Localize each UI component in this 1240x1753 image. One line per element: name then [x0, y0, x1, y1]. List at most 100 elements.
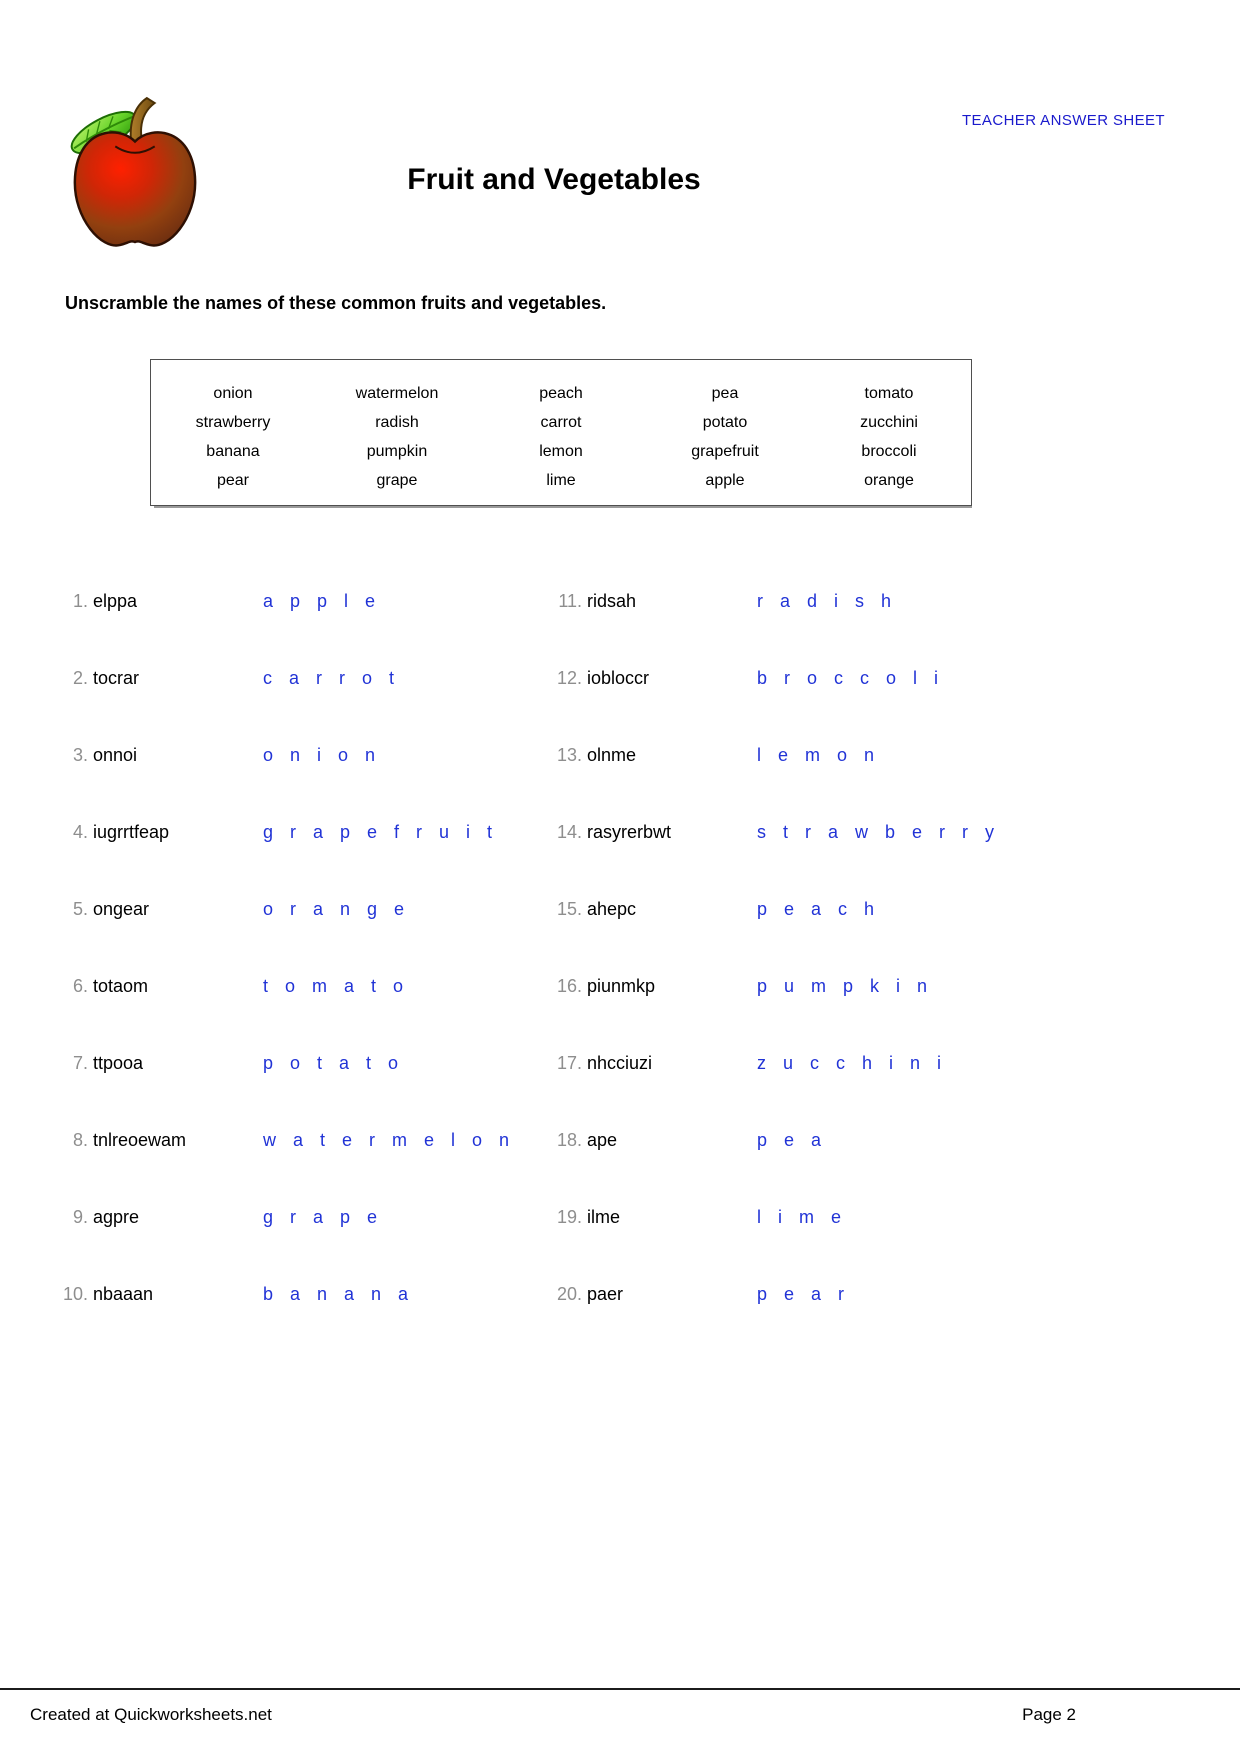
- word-bank-word: peach: [539, 385, 583, 402]
- scrambled-word: nhcciuzi: [587, 1053, 653, 1073]
- word-bank-box: onion strawberry banana pear watermelon radis…: [150, 359, 972, 506]
- answer-word: carrot: [263, 668, 412, 688]
- question-row: 19. ilme lime: [552, 1207, 1212, 1284]
- answer-word: banana: [263, 1284, 426, 1304]
- answer-word: grape: [263, 1207, 395, 1227]
- answer-word: watermelon: [263, 1130, 527, 1150]
- word-bank-word: lime: [546, 472, 576, 489]
- question-number: 2.: [72, 668, 88, 688]
- word-bank-word: apple: [705, 472, 745, 489]
- question-number: 10.: [62, 1284, 88, 1304]
- scrambled-word: olnme: [587, 745, 637, 765]
- teacher-answer-sheet-label: TEACHER ANSWER SHEET: [961, 112, 1165, 129]
- question-number: 1.: [72, 591, 88, 611]
- answer-word: pear: [757, 1284, 862, 1304]
- answer-word: apple: [263, 591, 393, 611]
- word-bank-column: watermelon radish pumpkin grape: [315, 379, 479, 505]
- question-number: 14.: [556, 822, 582, 842]
- word-bank-word: radish: [375, 414, 419, 431]
- answer-word: onion: [263, 745, 393, 765]
- page-title: Fruit and Vegetables: [407, 163, 701, 196]
- word-bank-word: potato: [702, 414, 748, 431]
- word-bank-word: onion: [213, 385, 253, 402]
- scrambled-word: piunmkp: [587, 976, 656, 996]
- answer-word: lime: [757, 1207, 859, 1227]
- answer-word: radish: [757, 591, 909, 611]
- word-bank-word: pear: [216, 472, 250, 489]
- questions-right-column: 11. ridsah radish 12. iobloccr broccoli 13. oln…: [552, 591, 1212, 1361]
- question-row: 12. iobloccr broccoli: [552, 668, 1212, 745]
- question-number: 7.: [72, 1053, 88, 1073]
- question-row: 16. piunmkp pumpkin: [552, 976, 1212, 1053]
- footer-divider: [0, 1688, 1240, 1690]
- question-number: 4.: [72, 822, 88, 842]
- scrambled-word: ridsah: [587, 591, 637, 611]
- word-bank-word: lemon: [539, 443, 583, 460]
- question-row: 4. iugrrtfeap grapefruit: [58, 822, 538, 899]
- question-number: 13.: [556, 745, 582, 765]
- scrambled-word: tnlreoewam: [93, 1130, 187, 1150]
- question-number: 15.: [556, 899, 582, 919]
- question-number: 5.: [72, 899, 88, 919]
- answer-word: peach: [757, 899, 892, 919]
- scrambled-word: nbaaan: [93, 1284, 154, 1304]
- answer-word: strawberry: [757, 822, 1012, 842]
- questions-left-column: 1. elppa apple 2. tocrar carrot 3. onnoi onion 4.…: [58, 591, 538, 1361]
- footer-credit-text: Created at Quickworksheets.net: [30, 1705, 272, 1724]
- question-row: 10. nbaaan banana: [58, 1284, 538, 1361]
- word-bank-word: pumpkin: [366, 443, 428, 460]
- question-row: 3. onnoi onion: [58, 745, 538, 822]
- word-bank-word: broccoli: [861, 443, 917, 460]
- instruction-text: Unscramble the names of these common fru…: [65, 293, 607, 313]
- word-bank-word: watermelon: [355, 385, 439, 402]
- answer-word: tomato: [263, 976, 421, 996]
- word-bank-word: carrot: [540, 414, 582, 431]
- scrambled-word: totaom: [93, 976, 149, 996]
- scrambled-word: agpre: [93, 1207, 140, 1227]
- answer-word: zucchini: [757, 1053, 959, 1073]
- scrambled-word: ape: [587, 1130, 618, 1150]
- footer-page-number: Page 2: [1022, 1705, 1076, 1724]
- question-number: 11.: [558, 591, 582, 611]
- answer-word: broccoli: [757, 668, 956, 688]
- answer-word: grapefruit: [263, 822, 510, 842]
- word-bank-word: grape: [376, 472, 418, 489]
- word-bank-column: pea potato grapefruit apple: [643, 379, 807, 505]
- scrambled-word: rasyrerbwt: [587, 822, 672, 842]
- answer-word: pumpkin: [757, 976, 945, 996]
- scrambled-word: iobloccr: [587, 668, 650, 688]
- word-bank-word: zucchini: [860, 414, 918, 431]
- answer-word: pea: [757, 1130, 839, 1150]
- word-bank-column: peach carrot lemon lime: [479, 379, 643, 505]
- question-row: 11. ridsah radish: [552, 591, 1212, 668]
- question-row: 1. elppa apple: [58, 591, 538, 668]
- question-row: 20. paer pear: [552, 1284, 1212, 1361]
- scrambled-word: onnoi: [93, 745, 138, 765]
- scrambled-word: iugrrtfeap: [93, 822, 170, 842]
- scrambled-word: ongear: [93, 899, 150, 919]
- question-row: 7. ttpooa potato: [58, 1053, 538, 1130]
- word-bank-column: onion strawberry banana pear: [151, 379, 315, 505]
- question-row: 5. ongear orange: [58, 899, 538, 976]
- answer-word: lemon: [757, 745, 892, 765]
- scrambled-word: paer: [587, 1284, 624, 1304]
- question-row: 14. rasyrerbwt strawberry: [552, 822, 1212, 899]
- question-row: 15. ahepc peach: [552, 899, 1212, 976]
- word-bank-column: tomato zucchini broccoli orange: [807, 379, 971, 505]
- scrambled-word: elppa: [93, 591, 138, 611]
- word-bank-word: pea: [711, 385, 739, 402]
- question-row: 8. tnlreoewam watermelon: [58, 1130, 538, 1207]
- question-row: 13. olnme lemon: [552, 745, 1212, 822]
- answer-word: potato: [263, 1053, 416, 1073]
- question-number: 18.: [556, 1130, 582, 1150]
- apple-clipart-icon: [70, 96, 197, 247]
- word-bank-word: banana: [206, 443, 260, 460]
- question-row: 9. agpre grape: [58, 1207, 538, 1284]
- question-row: 17. nhcciuzi zucchini: [552, 1053, 1212, 1130]
- question-number: 6.: [72, 976, 88, 996]
- answer-word: orange: [263, 899, 422, 919]
- question-number: 8.: [72, 1130, 88, 1150]
- word-bank-word: grapefruit: [691, 443, 759, 460]
- word-bank-word: strawberry: [195, 414, 271, 431]
- word-bank-word: tomato: [864, 385, 914, 402]
